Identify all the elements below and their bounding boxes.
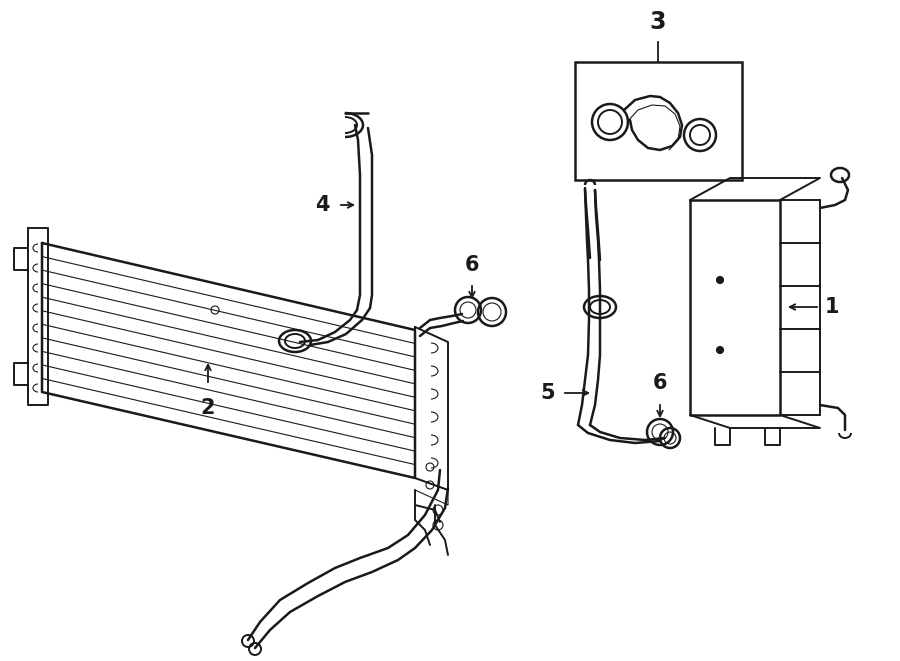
Text: 2: 2 [201,398,215,418]
Bar [575,62,742,180]
Text: 5: 5 [540,383,555,403]
Circle shape [716,346,724,354]
Text: 3: 3 [650,10,666,34]
Text: 6: 6 [652,373,667,393]
Circle shape [716,276,724,284]
Text: 4: 4 [316,195,330,215]
Text: 6: 6 [464,255,479,275]
Text: 1: 1 [825,297,840,317]
